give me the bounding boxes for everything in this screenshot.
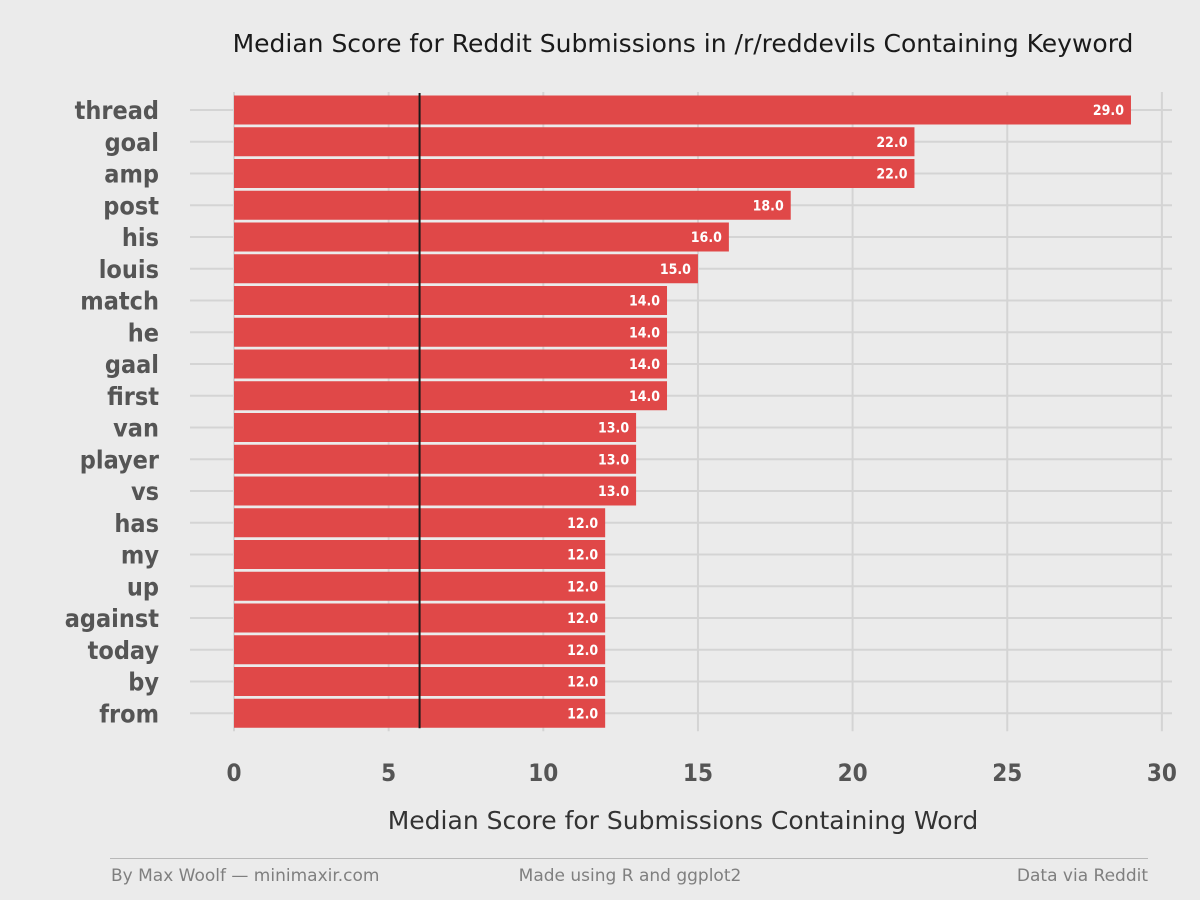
- bar: [234, 444, 637, 474]
- y-tick-label: amp: [104, 160, 159, 189]
- x-axis-title: Median Score for Submissions Containing …: [388, 806, 979, 835]
- bar-value-label: 15.0: [660, 262, 691, 278]
- y-tick-label: thread: [75, 96, 159, 125]
- bar: [234, 317, 668, 347]
- bar: [234, 349, 668, 379]
- bar: [234, 190, 791, 220]
- y-tick-label: van: [113, 414, 159, 443]
- y-tick-label: vs: [131, 477, 159, 506]
- bar-value-label: 22.0: [876, 167, 907, 183]
- bar: [234, 159, 915, 188]
- y-tick-label: up: [127, 572, 159, 601]
- bar: [234, 254, 698, 284]
- bar: [234, 222, 729, 252]
- y-tick-label: first: [107, 382, 159, 411]
- y-tick-label: goal: [105, 128, 159, 157]
- bar-value-label: 12.0: [567, 516, 598, 532]
- y-tick-label: against: [65, 604, 160, 633]
- bar-value-label: 12.0: [567, 643, 598, 659]
- bar: [234, 95, 1131, 125]
- bar-value-label: 13.0: [598, 421, 629, 437]
- bar-value-label: 12.0: [567, 675, 598, 691]
- x-tick-label: 25: [992, 759, 1022, 787]
- x-tick-label: 15: [683, 759, 713, 787]
- bar-value-label: 14.0: [629, 294, 660, 310]
- bar-value-label: 12.0: [567, 579, 598, 595]
- bar-value-label: 13.0: [598, 452, 629, 468]
- bar: [234, 413, 637, 442]
- bar-value-label: 22.0: [876, 135, 907, 151]
- bar-value-label: 14.0: [629, 357, 660, 373]
- y-tick-label: gaal: [105, 350, 159, 379]
- y-tick-label: match: [80, 287, 159, 316]
- y-tick-label: player: [80, 445, 160, 474]
- y-tick-label: louis: [99, 255, 159, 284]
- x-tick-label: 0: [226, 759, 241, 787]
- x-tick-label: 10: [528, 759, 558, 787]
- footer-divider: [110, 858, 1148, 859]
- bar-value-label: 14.0: [629, 389, 660, 405]
- footer-data-source: Data via Reddit: [1016, 866, 1148, 886]
- bar-value-label: 12.0: [567, 706, 598, 722]
- bar-value-label: 18.0: [753, 198, 784, 214]
- y-tick-label: has: [114, 509, 159, 538]
- bar: [234, 476, 637, 506]
- y-tick-label: by: [128, 668, 159, 697]
- x-tick-labels: 0 5 10 15 20 25 30: [226, 759, 1176, 787]
- y-tick-label: from: [99, 699, 159, 728]
- bar-value-label: 16.0: [691, 230, 722, 246]
- bar-value-label: 14.0: [629, 325, 660, 341]
- y-tick-label: post: [103, 191, 159, 220]
- footer-tool-note: Made using R and ggplot2: [518, 866, 742, 886]
- bar: [234, 286, 668, 315]
- bar: [234, 127, 915, 157]
- y-tick-label: he: [128, 318, 159, 347]
- bar-value-label: 12.0: [567, 548, 598, 564]
- bar-value-label: 29.0: [1093, 103, 1124, 119]
- bar: [234, 381, 668, 411]
- y-tick-label: today: [88, 636, 160, 665]
- y-tick-label: my: [121, 541, 159, 570]
- bar-value-label: 13.0: [598, 484, 629, 500]
- x-tick-label: 5: [381, 759, 396, 787]
- x-tick-label: 20: [838, 759, 868, 787]
- x-tick-label: 30: [1147, 759, 1177, 787]
- footer-credit: By Max Woolf — minimaxir.com: [111, 866, 380, 886]
- y-tick-label: his: [122, 223, 159, 252]
- bar-value-labels: 29.022.022.018.016.015.014.014.014.014.0…: [567, 103, 1124, 722]
- chart-title: Median Score for Reddit Submissions in /…: [233, 29, 1134, 58]
- bar-value-label: 12.0: [567, 611, 598, 627]
- bars: [234, 95, 1131, 728]
